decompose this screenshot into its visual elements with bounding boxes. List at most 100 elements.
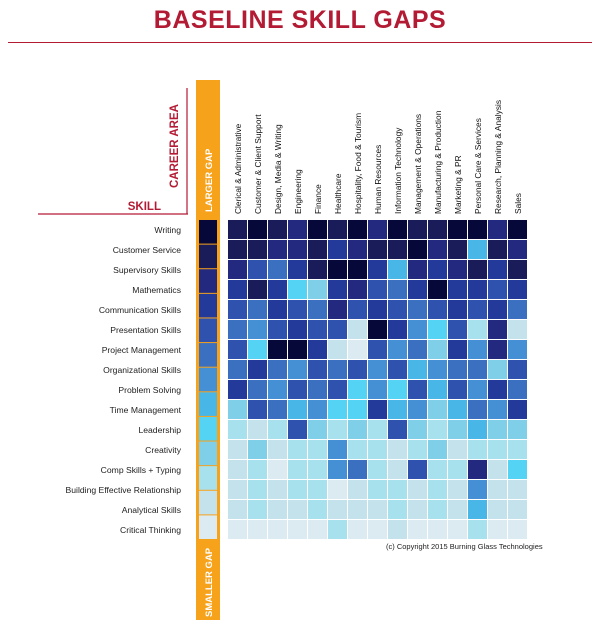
- heatmap-cell: [268, 400, 287, 419]
- heatmap-cell: [328, 360, 347, 379]
- heatmap-cell: [248, 340, 267, 359]
- heatmap-cell: [328, 400, 347, 419]
- heatmap-cell: [308, 420, 327, 439]
- heatmap-cell: [468, 240, 487, 259]
- y-tick-label: Comp Skills + Typing: [101, 465, 182, 475]
- heatmap-cell: [448, 280, 467, 299]
- heatmap-cell: [388, 280, 407, 299]
- y-tick-label: Communication Skills: [99, 305, 181, 315]
- heatmap-cell: [288, 500, 307, 519]
- heatmap-cell: [508, 340, 527, 359]
- heatmap-cell: [348, 480, 367, 499]
- heatmap-cell: [248, 440, 267, 459]
- heatmap-cell: [508, 440, 527, 459]
- heatmap-cell: [448, 300, 467, 319]
- heatmap-cell: [428, 240, 447, 259]
- y-tick-label: Customer Service: [113, 245, 182, 255]
- heatmap-cell: [288, 480, 307, 499]
- heatmap-cell: [428, 400, 447, 419]
- color-scale: LARGER GAP SMALLER GAP: [196, 80, 220, 620]
- heatmap-cell: [248, 280, 267, 299]
- scale-swatch: [199, 318, 217, 343]
- heatmap-cell: [468, 500, 487, 519]
- page-title: BASELINE SKILL GAPS: [153, 6, 447, 34]
- heatmap-cell: [368, 280, 387, 299]
- heatmap-cell: [388, 500, 407, 519]
- heatmap-cell: [508, 300, 527, 319]
- heatmap-cell: [308, 380, 327, 399]
- heatmap-cell: [288, 320, 307, 339]
- heatmap-cell: [268, 380, 287, 399]
- heatmap-cell: [388, 400, 407, 419]
- heatmap-cell: [228, 260, 247, 279]
- heatmap-cell: [308, 340, 327, 359]
- heatmap-cell: [508, 420, 527, 439]
- heatmap-cell: [468, 380, 487, 399]
- heatmap-cell: [448, 220, 467, 239]
- heatmap-cell: [288, 520, 307, 539]
- heatmap-cell: [328, 220, 347, 239]
- heatmap-cell: [268, 480, 287, 499]
- scale-swatch: [199, 441, 217, 466]
- heatmap-cell: [488, 280, 507, 299]
- heatmap-cell: [448, 520, 467, 539]
- heatmap-cell: [268, 520, 287, 539]
- heatmap-cell: [428, 440, 447, 459]
- heatmap-cell: [268, 440, 287, 459]
- x-axis-labels: Clerical & Administrative Customer & Clie…: [233, 100, 523, 214]
- heatmap-cell: [428, 420, 447, 439]
- heatmap-cells: [227, 219, 528, 540]
- heatmap-cell: [228, 520, 247, 539]
- heatmap-cell: [448, 240, 467, 259]
- heatmap-cell: [408, 420, 427, 439]
- heatmap-cell: [488, 460, 507, 479]
- x-tick-label: Personal Care & Services: [473, 118, 483, 214]
- heatmap-cell: [468, 280, 487, 299]
- x-tick-label: Healthcare: [333, 173, 343, 214]
- y-tick-label: Presentation Skills: [110, 325, 181, 335]
- heatmap-cell: [348, 400, 367, 419]
- heatmap-cell: [268, 460, 287, 479]
- heatmap-cell: [308, 280, 327, 299]
- heatmap-cell: [448, 380, 467, 399]
- heatmap-cell: [448, 360, 467, 379]
- heatmap-cell: [268, 340, 287, 359]
- heatmap-cell: [508, 500, 527, 519]
- heatmap-cell: [288, 340, 307, 359]
- scale-swatch: [199, 367, 217, 392]
- y-tick-label: Writing: [154, 225, 181, 235]
- heatmap-cell: [308, 440, 327, 459]
- heatmap-cell: [248, 240, 267, 259]
- heatmap-cell: [488, 440, 507, 459]
- heatmap-cell: [368, 440, 387, 459]
- heatmap-cell: [248, 460, 267, 479]
- heatmap-cell: [488, 500, 507, 519]
- scale-swatch: [199, 293, 217, 318]
- heatmap-cell: [368, 340, 387, 359]
- heatmap-cell: [508, 220, 527, 239]
- heatmap-cell: [268, 240, 287, 259]
- heatmap-cell: [488, 420, 507, 439]
- heatmap-cell: [228, 340, 247, 359]
- heatmap-cell: [288, 380, 307, 399]
- heatmap-cell: [448, 420, 467, 439]
- heatmap-cell: [308, 500, 327, 519]
- heatmap-cell: [408, 280, 427, 299]
- scale-swatch: [199, 220, 217, 244]
- heatmap-cell: [368, 520, 387, 539]
- heatmap-cell: [228, 320, 247, 339]
- heatmap-cell: [348, 260, 367, 279]
- heatmap-cell: [388, 440, 407, 459]
- x-tick-label: Clerical & Administrative: [233, 123, 243, 214]
- heatmap-cell: [408, 380, 427, 399]
- x-tick-label: Hospitality, Food & Tourism: [353, 113, 363, 214]
- heatmap-cell: [408, 500, 427, 519]
- heatmap-cell: [248, 320, 267, 339]
- scale-swatch: [199, 466, 217, 490]
- heatmap-cell: [428, 340, 447, 359]
- heatmap-cell: [428, 320, 447, 339]
- heatmap-cell: [308, 360, 327, 379]
- heatmap-cell: [348, 500, 367, 519]
- heatmap-cell: [348, 240, 367, 259]
- heatmap-cell: [268, 500, 287, 519]
